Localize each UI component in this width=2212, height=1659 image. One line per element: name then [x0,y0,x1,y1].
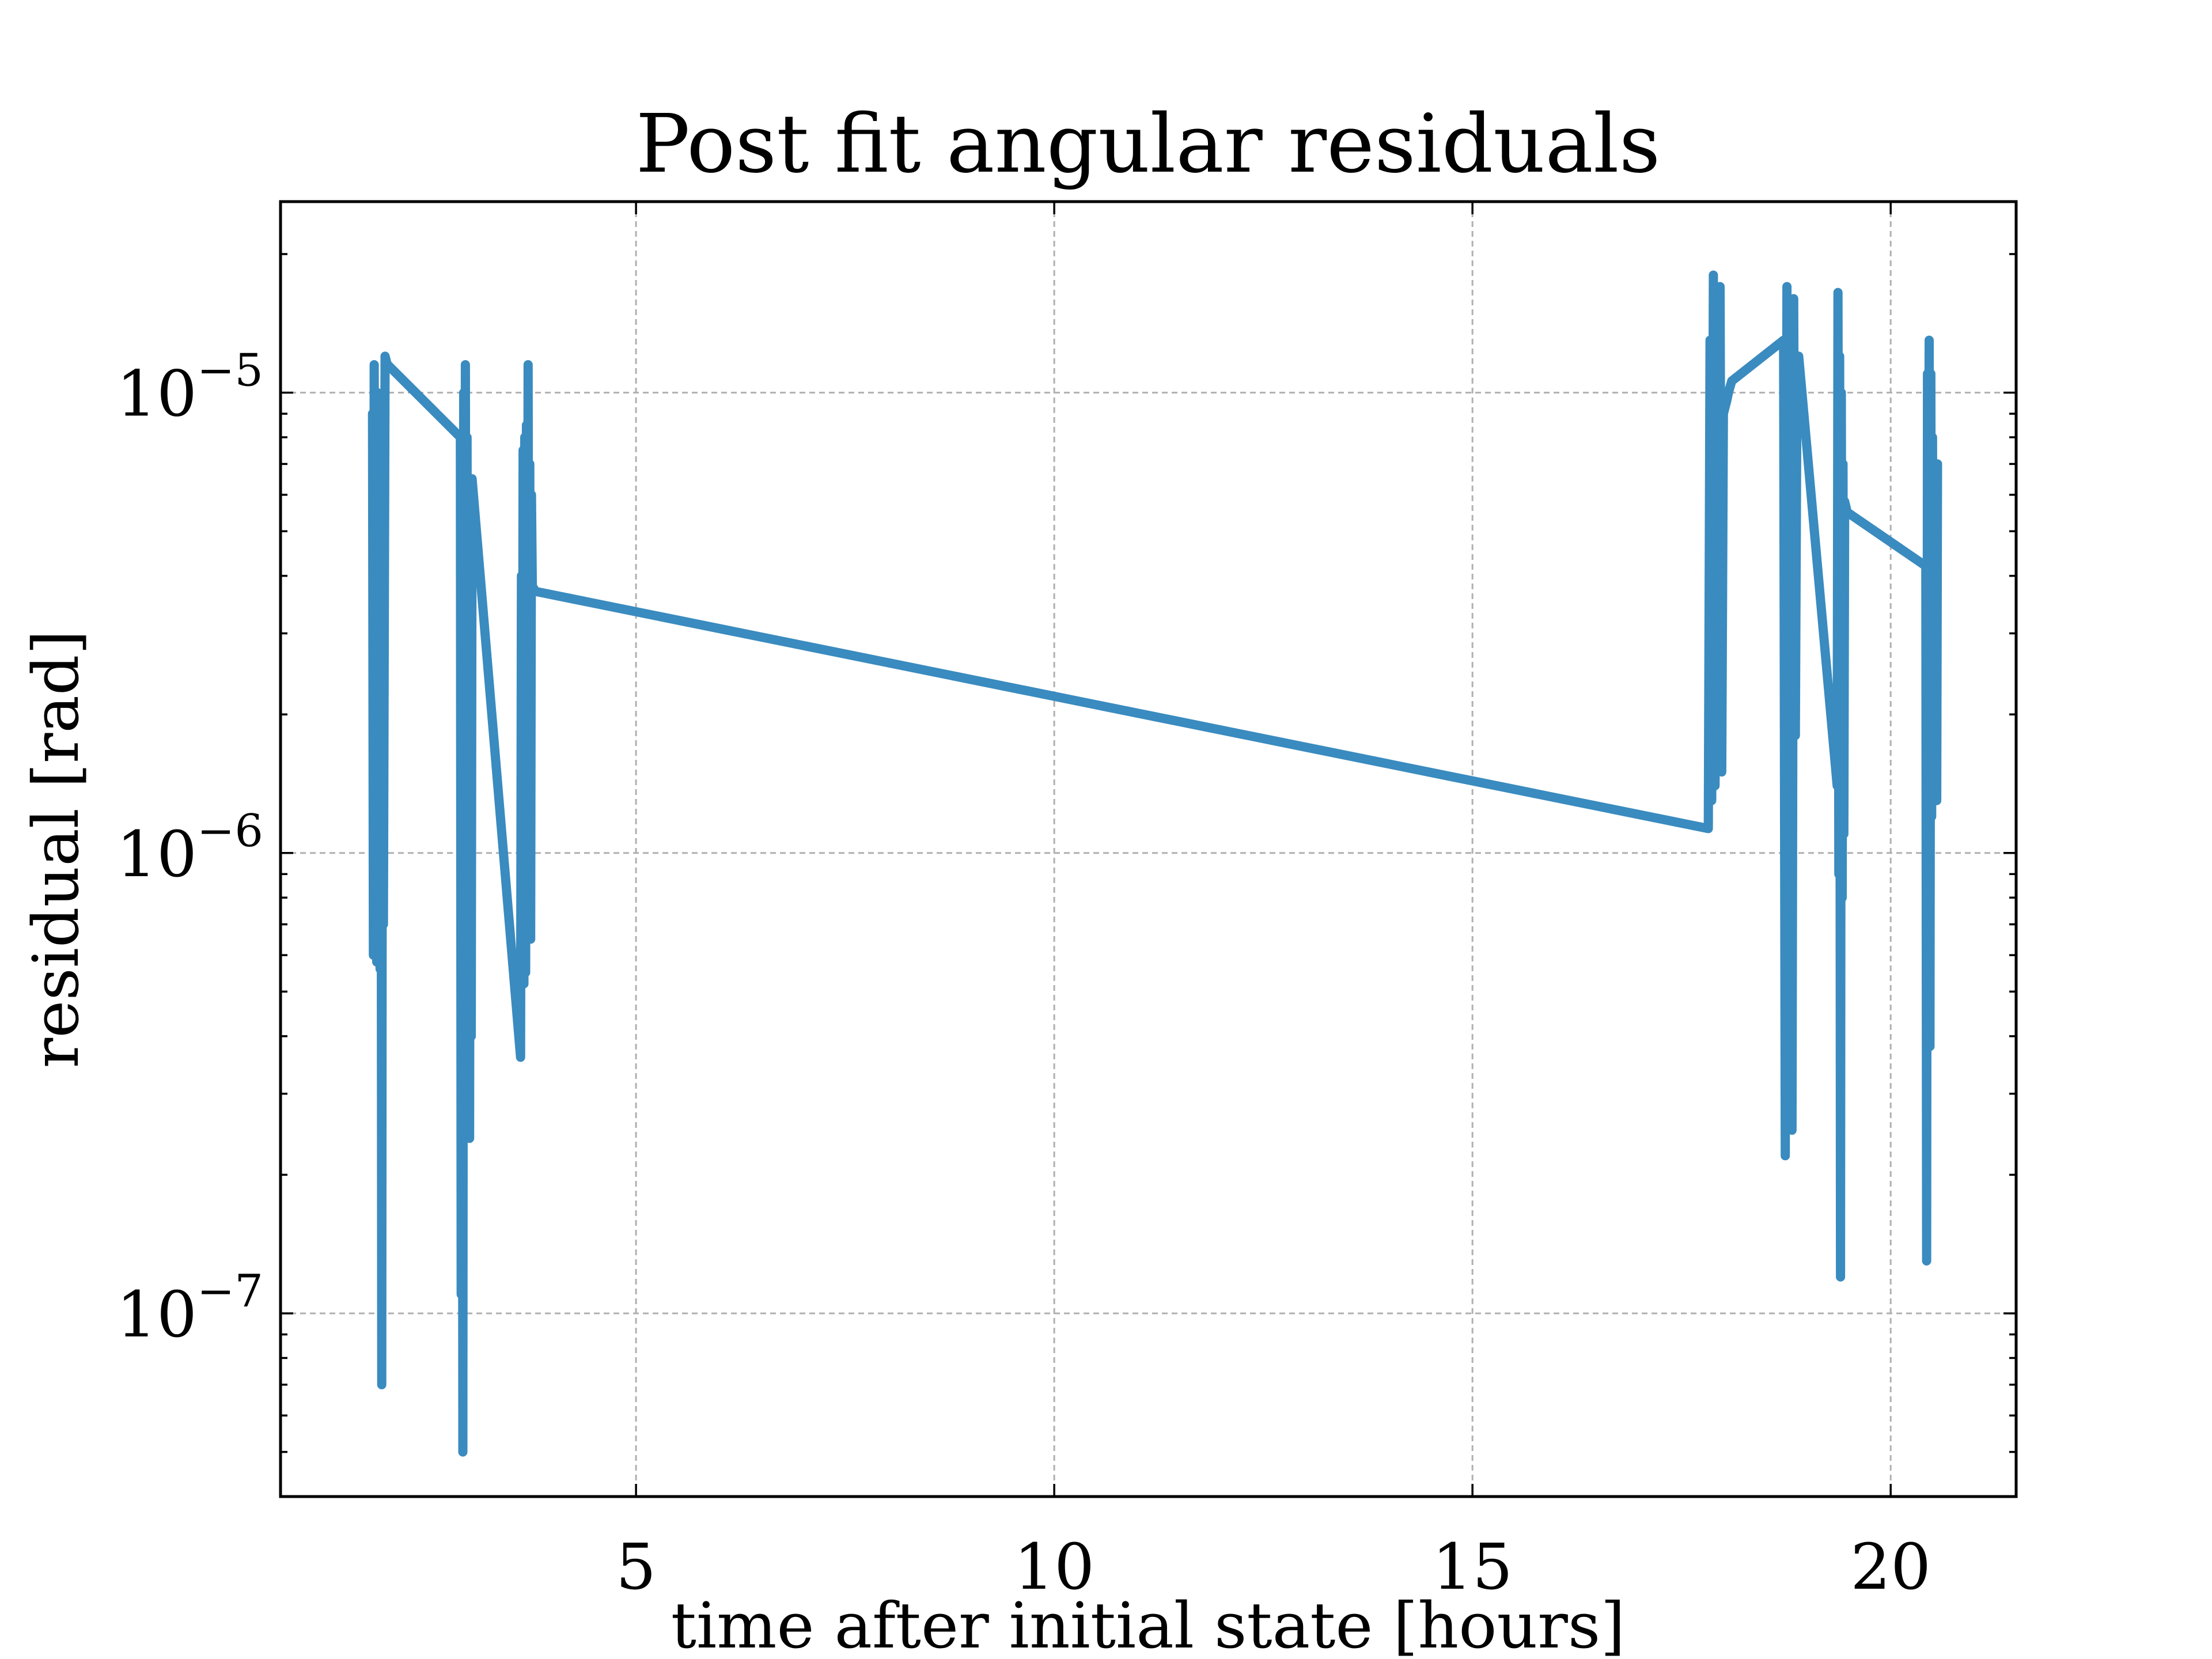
y-tick-label: 10−5 [116,345,263,431]
y-tick-label-exponent: −5 [197,345,263,397]
chart-title: Post fit angular residuals [636,97,1661,191]
x-tick-label: 20 [1850,1530,1931,1604]
series-layer [368,270,1942,1457]
x-tick-label: 15 [1432,1530,1513,1604]
residual-series-line [368,270,1942,1457]
x-axis-label: time after initial state [hours] [671,1589,1626,1659]
y-tick-label-base: 10 [116,817,197,891]
x-tick-label: 10 [1014,1530,1094,1604]
y-tick-label: 10−6 [116,805,263,891]
y-tick-label-base: 10 [116,357,197,431]
y-tick-label-exponent: −6 [197,805,263,857]
y-tick-label-exponent: −7 [197,1266,263,1317]
plot-frame [279,200,2018,1498]
y-axis-label: residual [rad] [19,630,93,1069]
grid-lines [281,202,2016,1497]
y-tick-label: 10−7 [116,1266,263,1351]
x-tick-label: 5 [616,1530,656,1604]
y-tick-label-base: 10 [116,1278,197,1351]
